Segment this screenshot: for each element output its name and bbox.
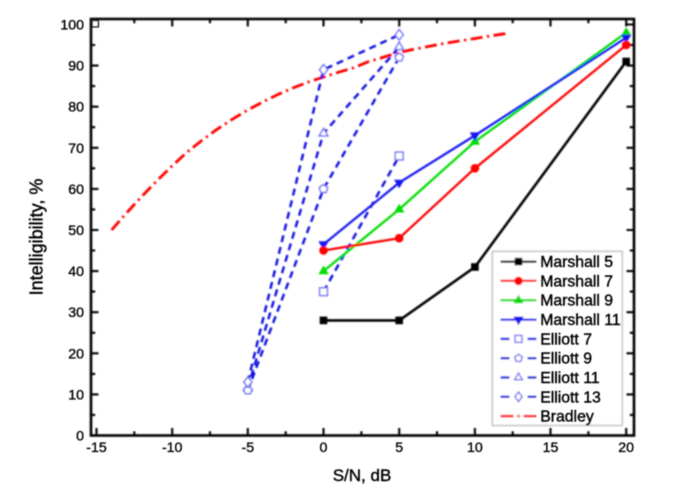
- svg-text:70: 70: [68, 141, 84, 157]
- svg-text:0: 0: [76, 429, 84, 445]
- svg-text:Elliott 9: Elliott 9: [540, 351, 592, 368]
- svg-text:-10: -10: [162, 440, 183, 456]
- svg-text:Elliott 13: Elliott 13: [540, 389, 601, 406]
- svg-text:10: 10: [68, 387, 84, 403]
- svg-text:-15: -15: [86, 440, 107, 456]
- svg-text:Marshall 5: Marshall 5: [540, 254, 613, 271]
- svg-text:S/N, dB: S/N, dB: [333, 466, 392, 485]
- svg-text:60: 60: [68, 182, 84, 198]
- svg-text:50: 50: [68, 223, 84, 239]
- svg-text:90: 90: [68, 59, 84, 75]
- svg-text:100: 100: [60, 18, 84, 34]
- svg-text:Elliott 11: Elliott 11: [540, 370, 600, 387]
- svg-text:20: 20: [68, 346, 84, 362]
- svg-text:Marshall 11: Marshall 11: [540, 312, 621, 329]
- svg-text:30: 30: [68, 305, 84, 321]
- svg-text:40: 40: [68, 264, 84, 280]
- svg-text:Bradley: Bradley: [540, 409, 594, 426]
- svg-text:20: 20: [618, 440, 634, 456]
- svg-text:80: 80: [68, 100, 84, 116]
- svg-text:5: 5: [395, 440, 403, 456]
- svg-text:Elliott 7: Elliott 7: [540, 331, 592, 348]
- svg-text:0: 0: [320, 440, 328, 456]
- svg-text:-5: -5: [241, 440, 254, 456]
- svg-text:Intelligibility, %: Intelligibility, %: [27, 179, 47, 296]
- svg-text:10: 10: [467, 440, 483, 456]
- svg-text:Marshall 7: Marshall 7: [540, 273, 613, 290]
- svg-text:15: 15: [543, 440, 559, 456]
- svg-text:Marshall 9: Marshall 9: [540, 293, 613, 310]
